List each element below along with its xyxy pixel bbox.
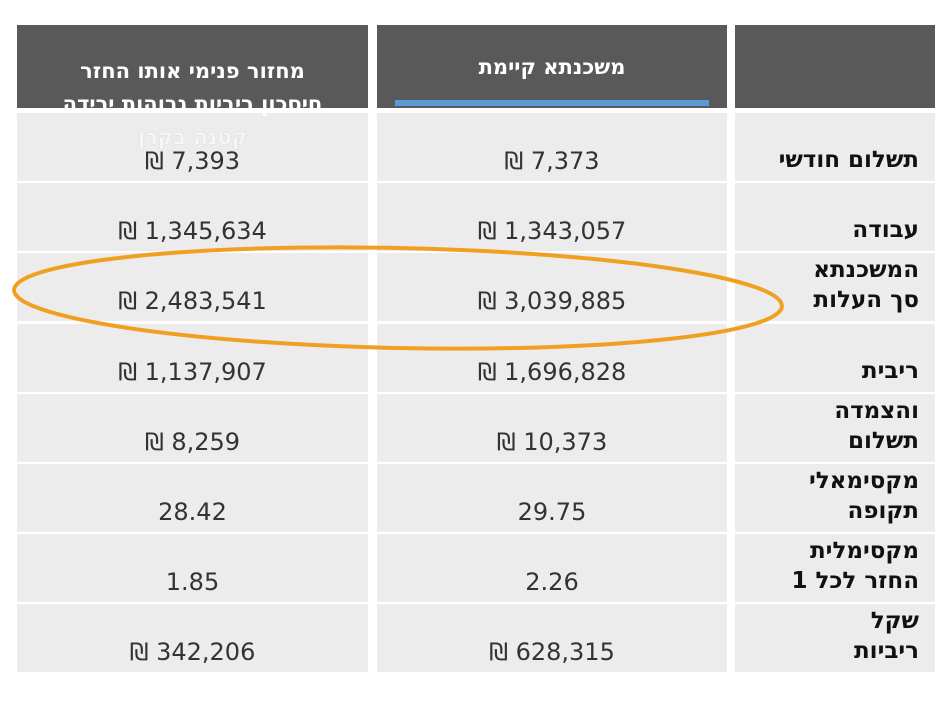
current-value: ₪ 7,373 — [504, 147, 600, 175]
current-value: ₪ 10,373 — [496, 427, 608, 456]
row-label: ריבית — [735, 356, 919, 386]
label-cell: מקסימאלי תקופה — [735, 464, 935, 532]
row-label: מקסימאלי תקופה — [735, 466, 919, 526]
label-line: תקופה — [847, 498, 919, 524]
current-value: ₪ 1,343,057 — [477, 217, 627, 246]
refinance-value: ₪ 2,483,541 — [118, 287, 267, 316]
refinance-cell: ₪ 1,345,634 — [17, 183, 368, 252]
header-line: מחזור פנימי אותו החזר — [80, 59, 305, 83]
current-cell: ₪ 628,315 — [377, 604, 727, 673]
refinance-cell: ₪ 8,259 — [17, 393, 368, 462]
refinance-cell: ₪ 7,393 — [17, 113, 368, 181]
refinance-cell: 28.42 — [17, 464, 368, 532]
label-line: שקל — [870, 608, 919, 635]
current-cell: 2.26 — [377, 534, 727, 603]
header-current: משכנתא קיימת — [377, 25, 727, 108]
header-empty — [735, 25, 935, 108]
current-cell: ₪ 1,343,057 — [377, 183, 727, 252]
refinance-cell: ₪ 342,206 — [17, 604, 368, 673]
label-line: המשכנתא — [813, 257, 919, 284]
label-line: מקסימלית — [809, 538, 919, 565]
row-label: והצמדה תשלום — [735, 396, 919, 456]
current-value: 29.75 — [517, 498, 587, 526]
refinance-cell: 1.85 — [17, 534, 368, 603]
row-label: תשלום חודשי — [735, 145, 919, 175]
header-current-text: משכנתא קיימת — [478, 55, 626, 79]
header-line: חיסכון ריביות גבוהות ירידה — [62, 92, 323, 116]
label-line: סך העלות — [813, 287, 919, 314]
label-line: ריבית — [861, 357, 919, 384]
label-line: והצמדה — [834, 397, 919, 424]
refinance-value: ₪ 1,345,634 — [118, 217, 267, 246]
header-refinance-text: מחזור פנימי אותו החזר חיסכון ריביות גבוהו… — [17, 55, 368, 154]
current-cell: ₪ 1,696,828 — [377, 323, 727, 392]
label-cell: מקסימלית החזר לכל 1 — [735, 534, 935, 603]
label-line: ריביות — [853, 638, 919, 665]
current-cell: ₪ 3,039,885 — [377, 253, 727, 322]
active-underline — [395, 100, 709, 106]
header-refinance: מחזור פנימי אותו החזר חיסכון ריביות גבוהו… — [17, 25, 368, 149]
current-value: ₪ 1,696,828 — [477, 357, 627, 386]
label-line: תשלום — [848, 427, 919, 454]
label-cell: עבודה — [735, 183, 935, 252]
header-line: קטנה בקרן — [137, 125, 248, 149]
label-cell: המשכנתא סך העלות — [735, 253, 935, 322]
row-label: שקל ריביות — [735, 606, 919, 666]
refinance-value: ₪ 342,206 — [129, 638, 256, 667]
label-cell: שקל ריביות — [735, 604, 935, 673]
current-cell: ₪ 7,373 — [377, 113, 727, 181]
label-cell: והצמדה תשלום — [735, 393, 935, 462]
label-line: תשלום חודשי — [778, 147, 919, 173]
row-label: מקסימלית החזר לכל 1 — [735, 536, 919, 596]
refinance-value: ₪ 8,259 — [144, 427, 241, 456]
refinance-value: ₪ 1,137,907 — [118, 357, 267, 386]
refinance-cell: ₪ 2,483,541 — [17, 253, 368, 322]
refinance-cell: ₪ 1,137,907 — [17, 323, 368, 392]
label-line: החזר לכל 1 — [791, 568, 919, 595]
label-line: מקסימאלי — [808, 468, 919, 494]
current-cell: ₪ 10,373 — [377, 393, 727, 462]
current-value: ₪ 3,039,885 — [477, 287, 627, 316]
label-cell: תשלום חודשי — [735, 113, 935, 181]
refinance-value: 28.42 — [158, 498, 227, 526]
current-value: ₪ 628,315 — [489, 638, 615, 667]
label-cell: ריבית — [735, 323, 935, 392]
row-label: עבודה — [735, 215, 919, 245]
refinance-value: ₪ 7,393 — [144, 147, 241, 175]
row-label: המשכנתא סך העלות — [735, 255, 919, 315]
current-value: 2.26 — [525, 568, 579, 597]
label-line: עבודה — [852, 217, 919, 244]
current-cell: 29.75 — [377, 464, 727, 532]
refinance-value: 1.85 — [165, 568, 220, 597]
